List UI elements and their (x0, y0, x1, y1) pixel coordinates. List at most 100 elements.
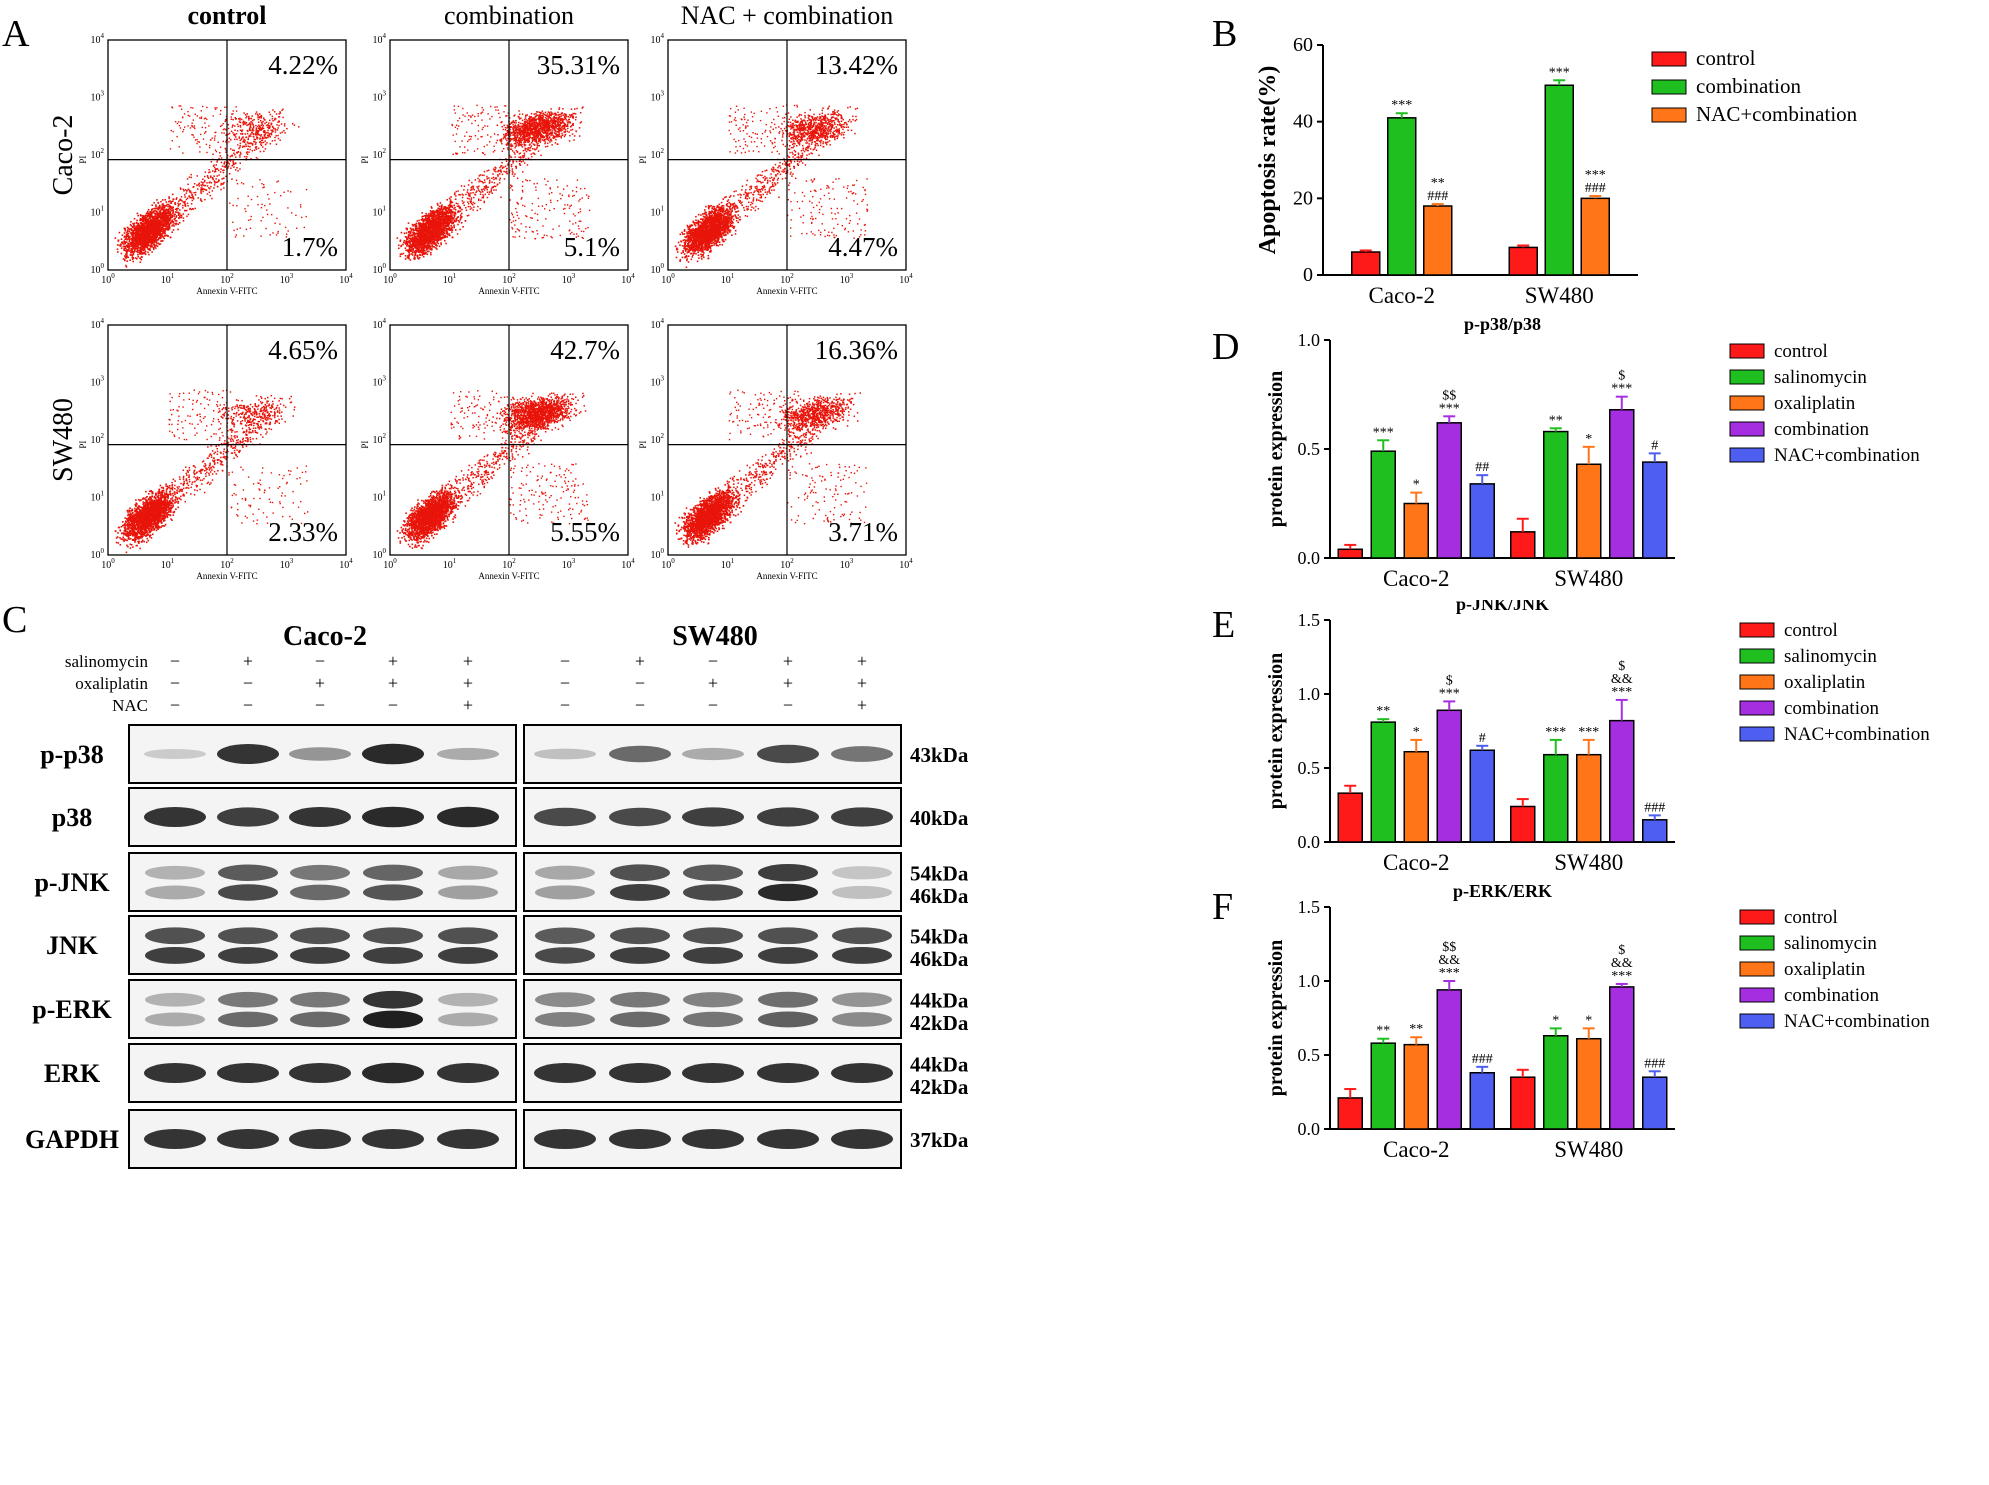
bar (1576, 1037, 1602, 1130)
legend-swatch (1739, 674, 1775, 690)
protein-band (145, 947, 205, 964)
significance-mark: *** (1611, 685, 1632, 700)
lower-right-percent: 1.7% (282, 232, 338, 262)
protein-band (362, 1062, 424, 1084)
treatment-sign: − (560, 651, 570, 671)
protein-band (218, 884, 278, 901)
protein-band (832, 927, 892, 945)
x-tick-label: 103 (562, 557, 576, 571)
protein-band (610, 927, 670, 945)
treatment-sign: + (783, 673, 793, 693)
protein-band (682, 747, 744, 761)
bar (1543, 1035, 1569, 1130)
x-tick-label: 100 (383, 272, 397, 286)
y-tick-label: 0.5 (1298, 439, 1321, 459)
protein-band (832, 947, 892, 964)
bar (1508, 246, 1538, 276)
y-tick-label: 40 (1293, 111, 1313, 133)
treatment-sign: − (708, 695, 718, 715)
blot-cellline-sw480: SW480 (672, 621, 758, 652)
protein-band (145, 992, 205, 1007)
protein-band (534, 1063, 596, 1083)
protein-band (289, 807, 351, 827)
blot-membrane (128, 852, 517, 912)
bar (1337, 1097, 1363, 1130)
significance-mark: * (1552, 1013, 1559, 1028)
significance-mark: *** (1391, 98, 1412, 113)
treatment-sign: + (463, 695, 473, 715)
protein-band (535, 992, 595, 1008)
protein-label: ERK (44, 1059, 101, 1088)
y-tick-label: 104 (651, 317, 665, 331)
upper-right-percent: 16.36% (815, 335, 898, 365)
protein-band (218, 1011, 278, 1028)
x-tick-label: 104 (339, 272, 353, 286)
y-tick-label: 100 (651, 547, 665, 561)
x-tick-label: 104 (899, 557, 913, 571)
protein-band (683, 884, 743, 901)
x-tick-label: 104 (899, 272, 913, 286)
protein-band (217, 1129, 279, 1149)
bar (1543, 430, 1569, 559)
x-tick-label: 104 (621, 557, 635, 571)
x-tick-label: 100 (661, 272, 675, 286)
x-tick-label: 103 (280, 557, 294, 571)
x-tick-label: 104 (621, 272, 635, 286)
y-tick-label: 0 (1303, 264, 1313, 286)
y-axis-label: Apoptosis rate(%) (1255, 66, 1281, 255)
protein-band (438, 992, 498, 1007)
treatment-sign: + (388, 651, 398, 671)
treatment-label: salinomycin (65, 652, 149, 671)
protein-band (758, 1011, 818, 1028)
legend-label: NAC+combination (1784, 724, 1930, 745)
y-tick-label: 101 (373, 490, 387, 504)
blot-membrane (523, 852, 902, 912)
protein-band (757, 744, 819, 764)
bar (1351, 251, 1381, 276)
protein-band (362, 806, 424, 828)
treatment-sign: − (388, 695, 398, 715)
protein-label: p-ERK (32, 995, 112, 1024)
legend-label: NAC+combination (1784, 1011, 1930, 1032)
bar (1403, 750, 1429, 843)
x-category-label: Caco-2 (1369, 283, 1435, 308)
protein-band (832, 1012, 892, 1027)
x-tick-label: 101 (721, 272, 735, 286)
legend-swatch (1651, 79, 1687, 95)
significance-mark: ** (1549, 413, 1563, 428)
protein-band (290, 864, 350, 881)
protein-band (682, 1063, 744, 1083)
x-axis-label: Annexin V-FITC (196, 571, 257, 581)
bar (1436, 989, 1462, 1130)
protein-band (832, 866, 892, 880)
bar (1469, 483, 1495, 559)
bar (1510, 531, 1536, 559)
kda-label: 46kDa (910, 947, 969, 971)
y-tick-label: 101 (91, 205, 105, 219)
significance-mark: *** (1439, 686, 1460, 701)
bar (1580, 197, 1610, 276)
protein-band (437, 806, 499, 828)
flow-dots (674, 389, 868, 548)
bar (1510, 805, 1536, 843)
protein-band (683, 947, 743, 964)
upper-right-percent: 4.65% (268, 335, 338, 365)
kda-label: 37kDa (910, 1128, 969, 1152)
panel-label-a: A (2, 12, 29, 56)
significance-mark: *** (1373, 425, 1394, 440)
legend-label: NAC+combination (1774, 445, 1920, 466)
protein-band (757, 807, 819, 827)
protein-band (610, 884, 670, 901)
protein-band (437, 1063, 499, 1083)
protein-band (363, 1010, 423, 1029)
legend-swatch (1651, 107, 1687, 123)
protein-band (535, 947, 595, 964)
y-tick-label: 102 (651, 432, 665, 446)
significance-mark: *** (1585, 168, 1606, 183)
bar (1609, 719, 1635, 843)
legend-label: NAC+combination (1696, 102, 1858, 126)
legend-label: control (1696, 46, 1756, 70)
y-axis-label: protein expression (1265, 653, 1287, 810)
